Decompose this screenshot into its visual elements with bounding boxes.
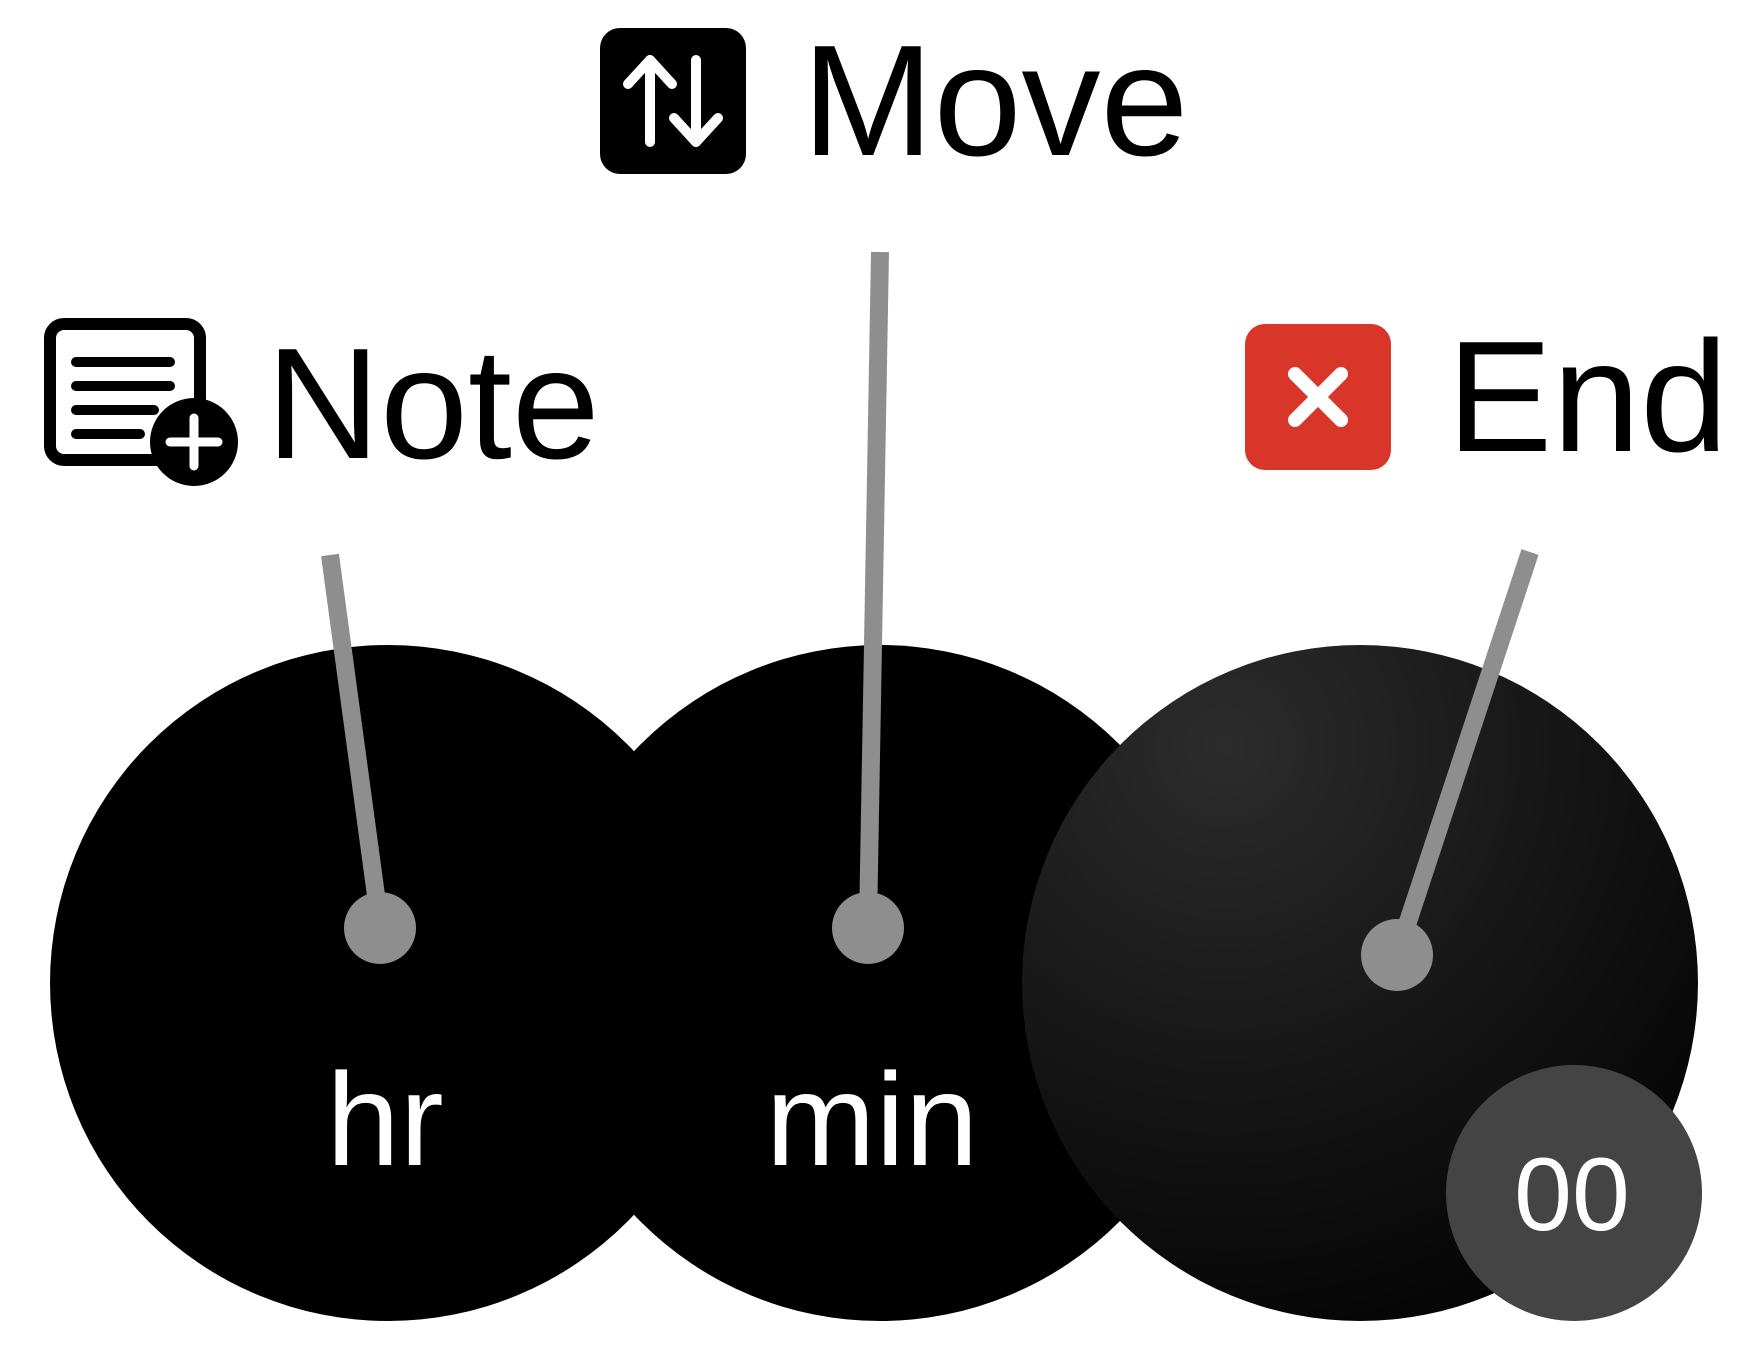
end-pointer-line <box>1389 549 1539 955</box>
move-label: Move <box>802 13 1189 189</box>
seconds-value: 00 <box>1514 1137 1630 1253</box>
move-pointer-knob[interactable] <box>832 892 904 964</box>
note-pointer-knob[interactable] <box>344 892 416 964</box>
hour-dial-label: hr <box>326 1046 443 1193</box>
close-x-icon <box>1245 324 1391 470</box>
note-label: Note <box>266 316 600 492</box>
end-action[interactable]: End <box>1245 318 1728 476</box>
minute-dial-label: min <box>766 1046 979 1193</box>
arrows-up-down-icon <box>600 28 746 174</box>
note-pointer-line <box>321 553 389 927</box>
move-action[interactable]: Move <box>600 22 1188 180</box>
end-pointer-knob[interactable] <box>1361 919 1433 991</box>
hour-dial[interactable] <box>50 645 726 1321</box>
end-label: End <box>1447 309 1729 485</box>
move-pointer-line <box>859 251 889 926</box>
minute-dial[interactable] <box>542 645 1218 1321</box>
note-action[interactable]: Note <box>44 318 600 490</box>
seconds-badge <box>1446 1065 1702 1321</box>
note-add-icon <box>44 318 238 490</box>
